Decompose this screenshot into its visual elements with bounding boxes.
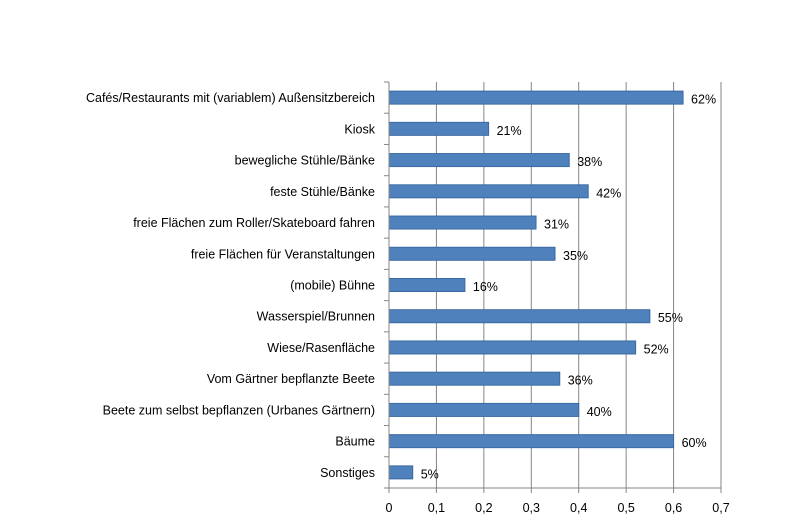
bar [388, 246, 556, 261]
bar [388, 278, 466, 292]
category-label: freie Flächen zum Roller/Skateboard fahr… [133, 216, 375, 230]
data-label: 60% [682, 436, 707, 450]
category-label: Wiese/Rasenfläche [267, 341, 375, 355]
x-tick-label: 0,4 [570, 501, 587, 515]
data-label: 36% [568, 374, 593, 388]
bar [388, 434, 675, 449]
data-label: 40% [587, 405, 612, 419]
category-label: Vom Gärtner bepflanzte Beete [207, 372, 375, 386]
data-label: 62% [691, 93, 716, 107]
bars [388, 90, 684, 480]
x-tick-label: 0,1 [428, 501, 445, 515]
x-tick-label: 0,5 [617, 501, 634, 515]
data-label: 38% [577, 155, 602, 169]
data-label: 55% [658, 311, 683, 325]
axes [384, 81, 722, 493]
gridlines [435, 82, 722, 488]
category-label: feste Stühle/Bänke [270, 185, 375, 199]
data-label: 31% [544, 218, 569, 232]
data-label: 5% [421, 467, 439, 481]
data-label: 42% [596, 186, 621, 200]
category-label: (mobile) Bühne [290, 279, 375, 293]
bar [388, 340, 637, 355]
category-label: Bäume [335, 435, 375, 449]
category-label: Kiosk [344, 122, 375, 136]
data-label: 16% [473, 280, 498, 294]
category-label: Wasserspiel/Brunnen [257, 310, 375, 324]
x-tick-labels: 0 0,1 0,2 0,3 0,4 0,5 0,6 0,7 [386, 501, 730, 515]
x-tick-label: 0,2 [475, 501, 492, 515]
bar [388, 215, 537, 230]
data-labels: 62% 21% 38% 42% 31% 35% 16% 55% 52% 36% 40% 60% 5% [421, 93, 716, 482]
bar [388, 184, 589, 199]
x-tick-label: 0,7 [712, 501, 729, 515]
category-label: Sonstiges [320, 466, 375, 480]
category-label: Beete zum selbst bepflanzen (Urbanes Gär… [103, 403, 375, 417]
bar [388, 121, 490, 136]
data-label: 35% [563, 249, 588, 263]
bar [388, 402, 580, 417]
data-label: 21% [497, 124, 522, 138]
category-label: Cafés/Restaurants mit (variablem) Außens… [86, 91, 375, 105]
x-tick-label: 0,3 [523, 501, 540, 515]
category-label: freie Flächen für Veranstaltungen [191, 247, 375, 261]
x-tick-label: 0 [386, 501, 393, 515]
bar [388, 371, 561, 386]
data-label: 52% [644, 342, 669, 356]
category-label: bewegliche Stühle/Bänke [235, 154, 375, 168]
category-labels: Cafés/Restaurants mit (variablem) Außens… [86, 91, 376, 480]
bar [388, 465, 414, 480]
bar [388, 309, 651, 324]
bar [388, 90, 684, 105]
x-tick-label: 0,6 [665, 501, 682, 515]
bar [388, 153, 570, 168]
